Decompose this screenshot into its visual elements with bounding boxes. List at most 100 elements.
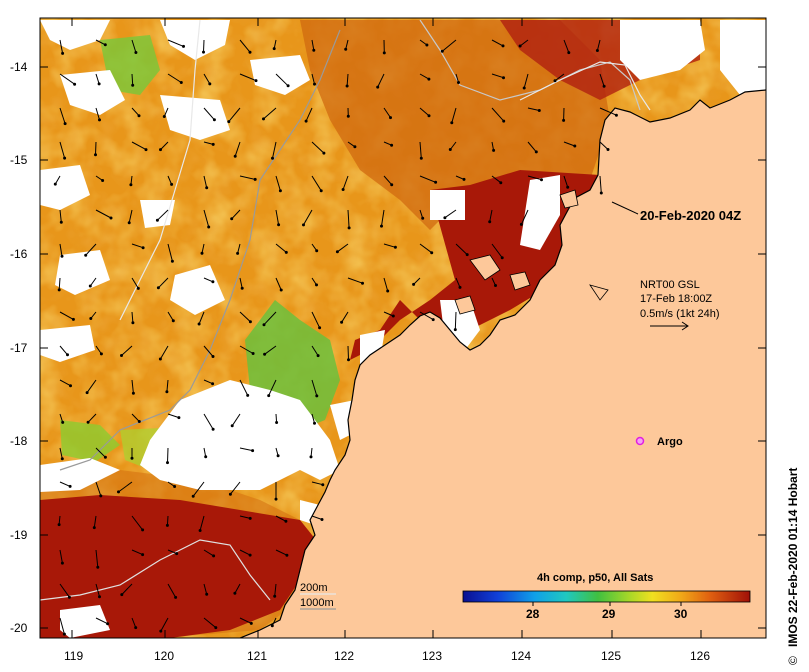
current-vector-head: [254, 79, 258, 83]
current-vector-head: [165, 390, 169, 394]
current-vector-head: [103, 455, 107, 459]
current-vector: [203, 583, 208, 595]
contour-south: [40, 539, 271, 601]
current-vector: [121, 345, 133, 356]
current-vector: [59, 481, 71, 487]
current-vector-head: [60, 561, 64, 565]
current-vector-head: [248, 553, 252, 557]
current-vector-head: [211, 355, 215, 358]
current-vector-head: [159, 148, 162, 152]
current-vector: [203, 209, 210, 228]
current-vector: [203, 379, 213, 385]
current-vector-head: [251, 352, 255, 355]
current-vector-head: [109, 216, 113, 220]
current-vector: [239, 311, 251, 323]
current-vector: [231, 209, 241, 220]
sst-warm-region: [300, 20, 610, 230]
current-vector: [59, 617, 65, 635]
y-tick-label: -17: [10, 341, 28, 355]
current-vector-head: [390, 143, 394, 147]
current-vector-head: [177, 416, 181, 420]
current-vector: [167, 39, 184, 47]
current-vector: [275, 243, 287, 253]
current-vector-head: [393, 245, 397, 249]
current-vector-head: [106, 622, 110, 626]
current-vector-head: [522, 86, 526, 90]
current-vector-head: [391, 314, 395, 318]
x-tick-label: 122: [334, 649, 354, 663]
current-vector-head: [313, 82, 316, 86]
current-vector-head: [425, 43, 429, 47]
current-vector-head: [344, 47, 348, 51]
current-vector-head: [270, 624, 274, 628]
current-vector: [131, 379, 134, 394]
current-vector: [131, 311, 134, 323]
current-vector: [275, 549, 288, 556]
current-vector-head: [202, 50, 205, 54]
current-vector-head: [61, 51, 65, 55]
current-vector-head: [71, 317, 75, 321]
current-vector-head: [159, 629, 163, 633]
current-vector: [203, 73, 211, 85]
current-vector-head: [253, 177, 257, 181]
copyright-symbol: ©: [786, 656, 800, 665]
current-vector-head: [170, 182, 174, 186]
current-vector: [341, 311, 349, 323]
sst-hot-southwest: [40, 495, 320, 638]
current-vector-head: [141, 553, 145, 557]
current-vector-head: [386, 289, 390, 293]
current-vector-head: [156, 286, 160, 290]
current-vector: [419, 311, 434, 321]
current-vector: [275, 209, 280, 225]
current-vector: [160, 141, 169, 150]
current-vector-head: [450, 121, 454, 125]
current-vector: [95, 617, 108, 625]
current-vector-head: [175, 552, 179, 556]
current-vector-head: [214, 626, 218, 630]
current-vector: [203, 277, 214, 283]
current-vector: [413, 277, 421, 285]
current-vector: [158, 277, 169, 289]
current-vector: [203, 107, 215, 121]
current-vector: [311, 39, 315, 51]
current-vector-head: [263, 352, 267, 356]
current-vector-head: [211, 427, 215, 431]
current-vector: [95, 107, 100, 121]
current-vector-head: [88, 284, 92, 288]
current-vector: [263, 107, 277, 120]
coastal-islands: [454, 189, 609, 315]
current-vector-head: [233, 154, 237, 158]
current-vector: [85, 243, 97, 256]
current-vector-head: [101, 179, 105, 182]
current-vector: [263, 311, 277, 326]
current-vector: [59, 73, 75, 85]
current-vector-head: [380, 224, 383, 228]
current-vector: [419, 73, 430, 80]
current-vector: [311, 481, 323, 486]
current-vector-head: [179, 81, 183, 84]
current-vector: [519, 39, 529, 47]
current-vector: [59, 447, 63, 459]
current-vector: [163, 107, 169, 117]
current-vector: [311, 413, 315, 424]
current-vector-head: [129, 183, 133, 187]
current-vector-head: [602, 84, 606, 88]
current-vector: [419, 107, 430, 117]
current-vector: [234, 583, 241, 594]
current-vector: [59, 209, 62, 223]
current-vector: [128, 209, 133, 223]
current-vector-head: [492, 148, 496, 152]
current-vector: [157, 209, 169, 221]
current-vector-head: [158, 357, 162, 361]
current-vector: [274, 583, 277, 597]
current-vector: [167, 175, 173, 185]
current-vector: [239, 345, 254, 354]
current-vector-head: [182, 44, 185, 48]
current-vector: [167, 243, 173, 262]
current-vector-head: [567, 51, 571, 55]
current-vector-head: [347, 226, 351, 230]
current-vector: [203, 39, 205, 53]
current-vector-head: [431, 318, 435, 322]
current-vector-head: [63, 156, 67, 160]
current-vector-head: [499, 181, 503, 185]
